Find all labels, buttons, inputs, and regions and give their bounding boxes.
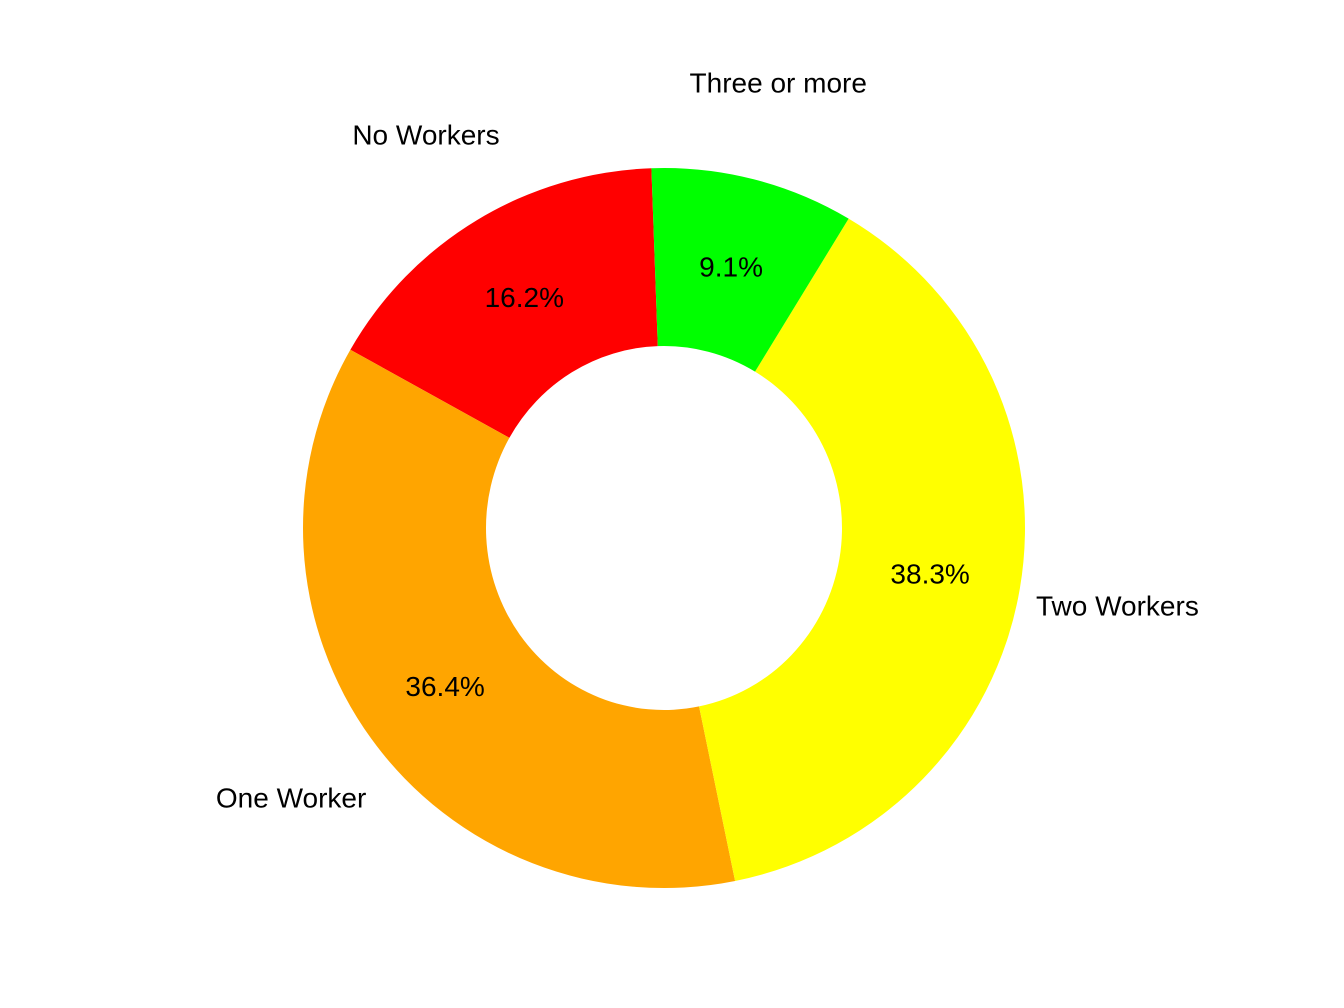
category-label-one-worker: One Worker [216,782,366,813]
slice-one-worker [303,349,736,889]
percent-label-no-workers: 16.2% [485,282,564,313]
chart-percent-labels: 16.2% 36.4% 38.3% 9.1% [405,251,969,702]
percent-label-three-or-more: 9.1% [699,251,763,282]
chart-category-labels: No Workers One Worker Two Workers Three or … [216,67,1199,813]
category-label-no-workers: No Workers [352,119,499,150]
percent-label-one-worker: 36.4% [405,671,484,702]
chart-slices [303,168,1025,889]
slice-no-workers [350,168,658,438]
slice-three-or-more [651,168,849,372]
percent-label-two-workers: 38.3% [890,558,969,589]
category-label-two-workers: Two Workers [1036,591,1199,622]
category-label-three-or-more: Three or more [690,67,867,98]
slice-two-workers [699,218,1025,881]
